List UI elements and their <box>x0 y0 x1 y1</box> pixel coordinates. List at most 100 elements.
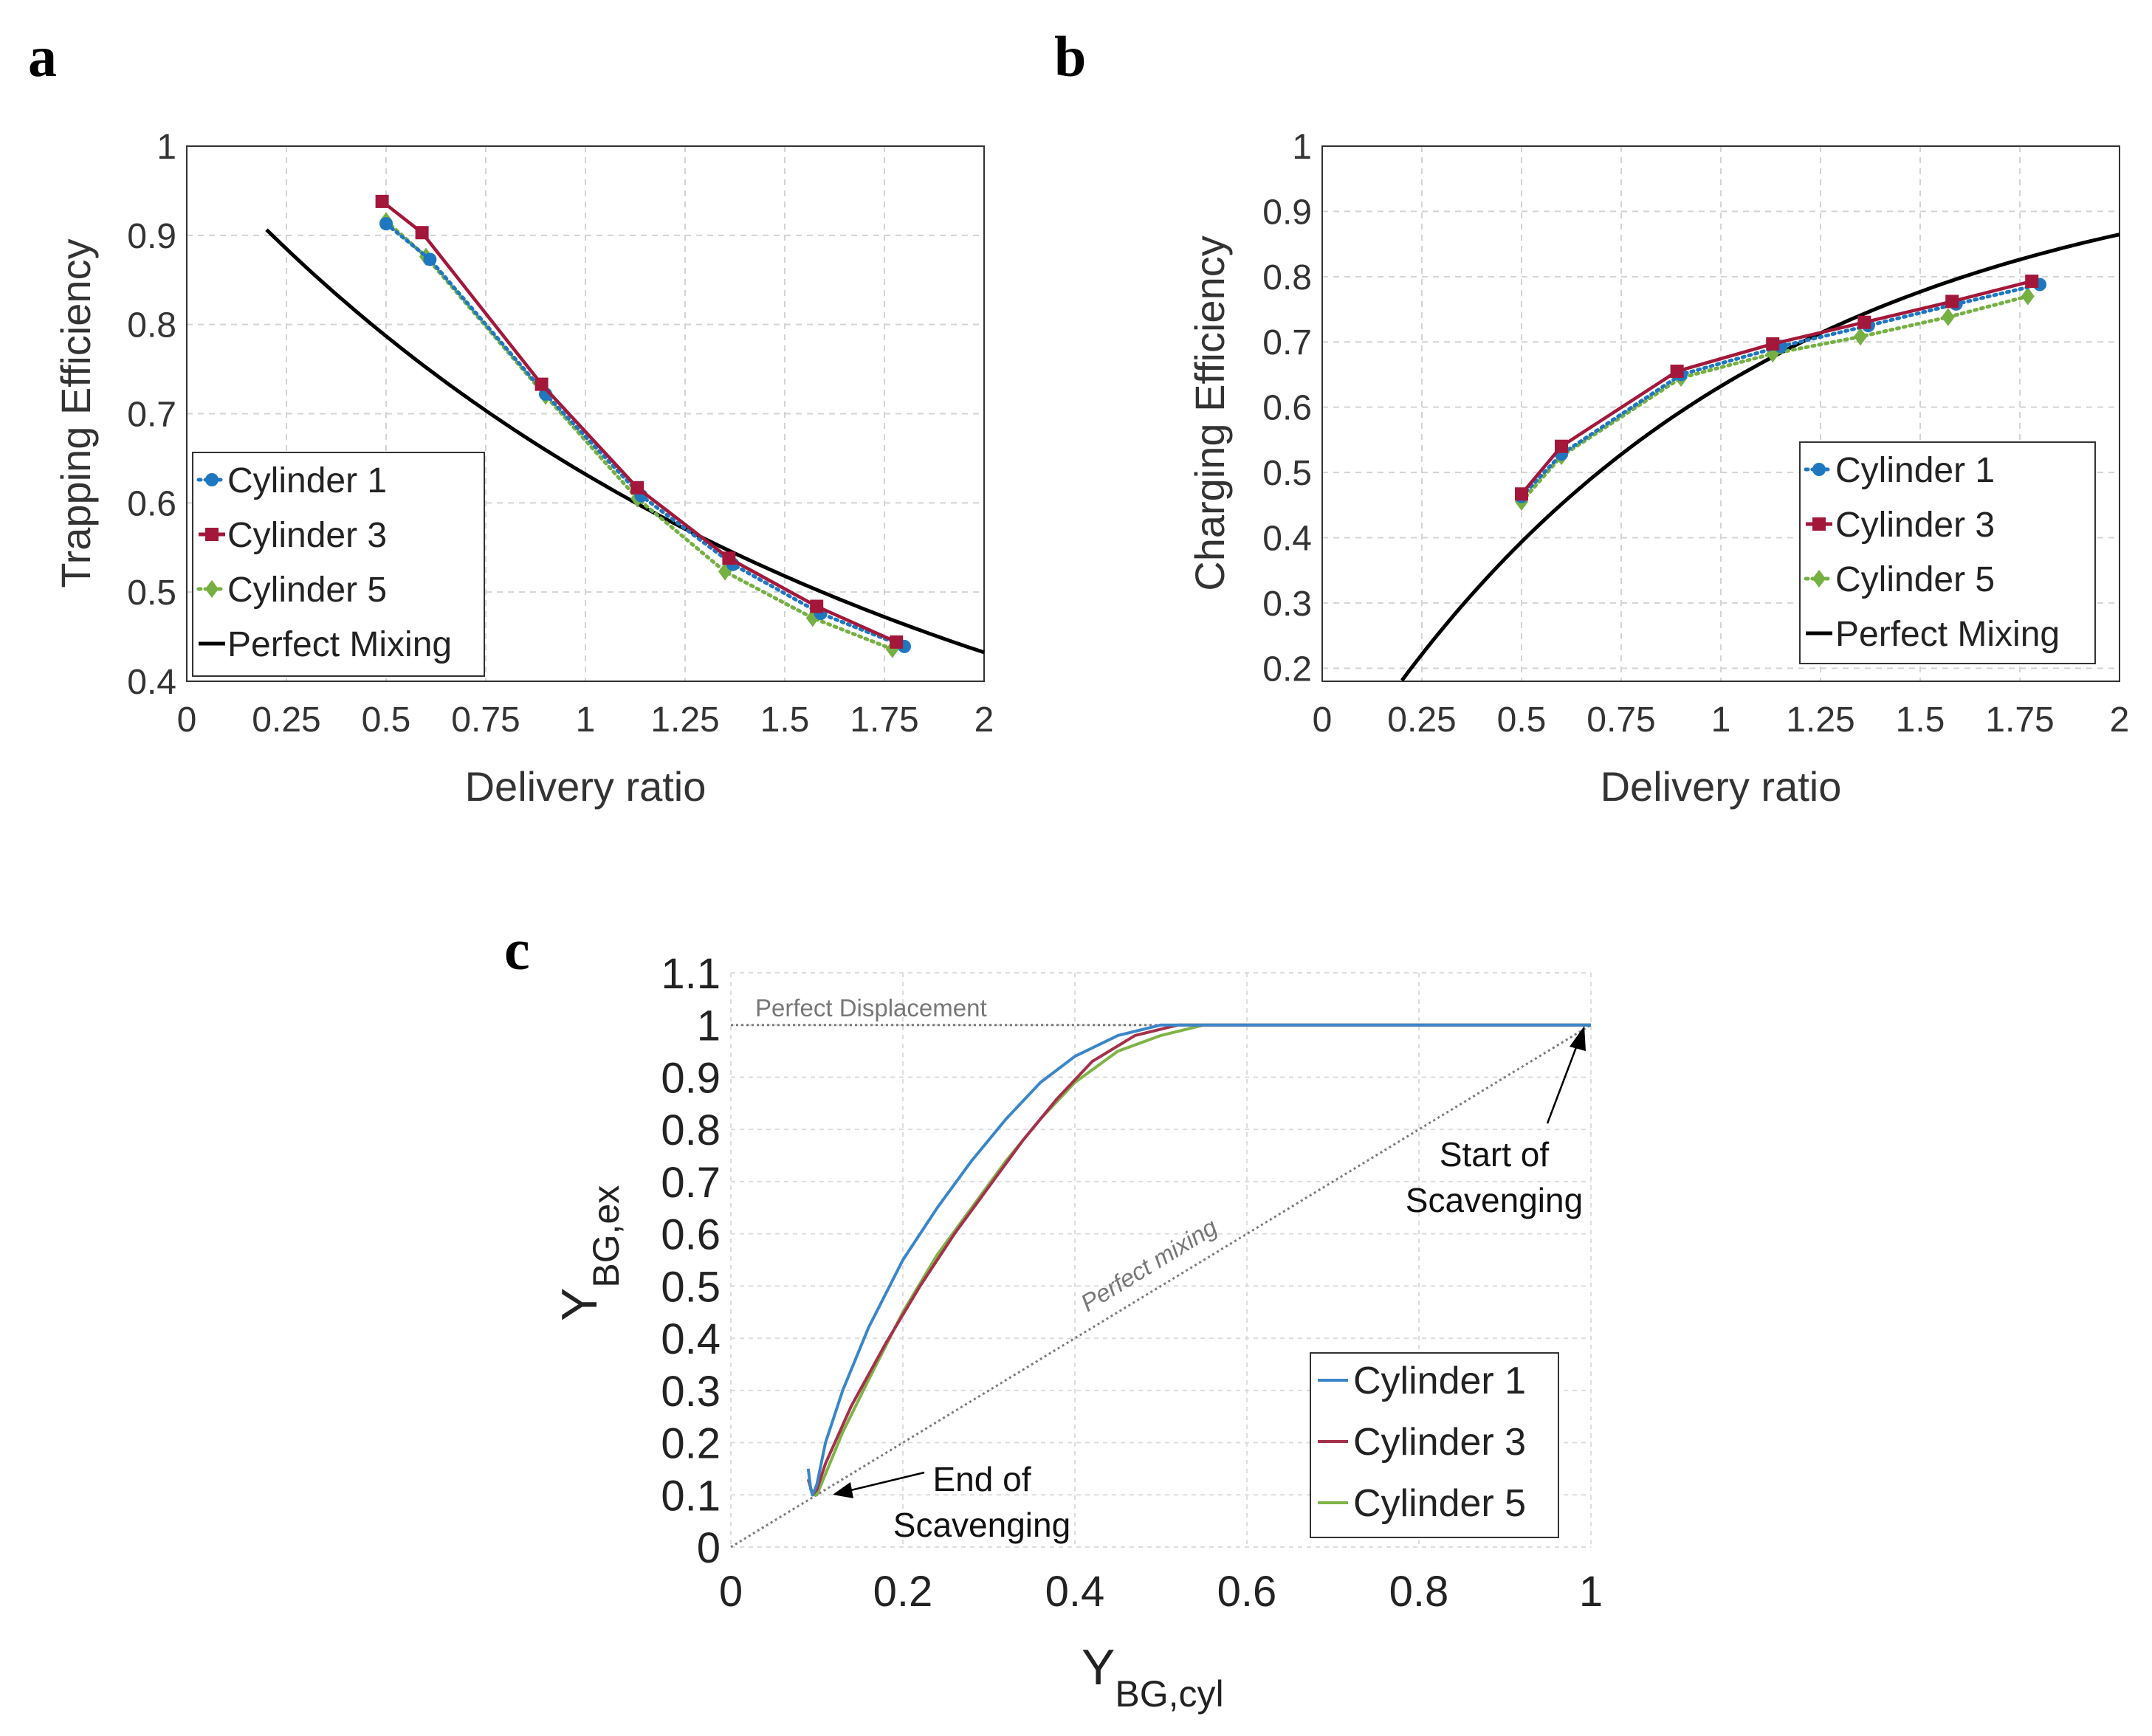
panel-a-point-cylinder-3-1 <box>415 226 429 240</box>
panel-letter-b: b <box>1054 24 1086 89</box>
panel-c-xtick-0: 0 <box>719 1568 743 1616</box>
panel-letter-a: a <box>28 24 57 89</box>
panel-b-xtick-1: 0.25 <box>1387 700 1456 740</box>
panel-a-ytick-3: 0.7 <box>127 396 176 435</box>
panel-a-xtick-3: 0.75 <box>451 700 520 740</box>
panel-b-ylabel: Charging Efficiency <box>1186 235 1233 590</box>
panel-a-point-cylinder-3-2 <box>534 377 549 391</box>
panel-a-legend-cyl3: Cylinder 3 <box>227 516 387 555</box>
panel-a-xtick-8: 2 <box>974 700 994 740</box>
panel-a-xlabel: Delivery ratio <box>465 763 707 810</box>
panel-c-line-cylinder-3 <box>806 1023 1591 1497</box>
panel-c-ytick-0: 0 <box>697 1524 721 1572</box>
panel-a-chart: 0 0.25 0.5 0.75 1 1.25 1.5 1.75 2 0.40.50.60.70.… <box>52 128 994 810</box>
panel-c-series <box>806 1023 1591 1497</box>
panel-c-ytick-9: 0.9 <box>661 1054 721 1102</box>
panel-b-xtick-0: 0 <box>1313 700 1333 740</box>
panel-b-ytick-0: 0.2 <box>1262 650 1312 689</box>
panel-c-legend-cyl3: Cylinder 3 <box>1353 1421 1526 1464</box>
panel-b-x-ticks: 0 0.25 0.5 0.75 1 1.25 1.5 1.75 2 <box>1313 700 2130 740</box>
panel-c-legend-box <box>1310 1352 1559 1538</box>
panel-a-legend-mix: Perfect Mixing <box>227 625 452 664</box>
panel-c-start-text-1: Start of <box>1440 1135 1550 1174</box>
panel-b-point-cylinder-3-5 <box>1945 294 1959 309</box>
panel-a-point-cylinder-1-1 <box>423 252 437 266</box>
panel-a-point-cylinder-3-6 <box>890 635 904 649</box>
panel-c-ytick-4: 0.4 <box>661 1315 721 1363</box>
panel-b-ytick-7: 0.9 <box>1262 193 1312 232</box>
panel-b-legend-box <box>1799 441 2096 664</box>
panel-c-chart: Perfect Displacement Perfect mixing 0 0.2… <box>551 950 1603 1715</box>
panel-a-legend-marker-cylinder-5 <box>205 579 219 599</box>
panel-a-legend-cyl5: Cylinder 5 <box>227 571 387 610</box>
panel-a-legend-box <box>192 452 485 677</box>
panel-b-xtick-3: 0.75 <box>1587 700 1655 740</box>
panel-a-xtick-4: 1 <box>576 700 596 740</box>
panel-a-ytick-5: 0.9 <box>127 217 176 256</box>
panel-b-line-perfect-mixing <box>1400 232 2120 682</box>
panel-c-xtick-2: 0.4 <box>1045 1568 1105 1616</box>
panel-a-ytick-6: 1 <box>157 128 176 167</box>
panel-b-legend-cyl1: Cylinder 1 <box>1835 451 1995 490</box>
panel-c-start-arrowhead <box>1570 1026 1586 1051</box>
panel-b-ytick-6: 0.8 <box>1262 258 1312 297</box>
panel-a-xtick-2: 0.5 <box>362 700 411 740</box>
panel-b-legend-marker-cylinder-3 <box>1812 517 1826 531</box>
panel-a-point-cylinder-3-4 <box>722 551 736 565</box>
panel-c-xtick-3: 0.6 <box>1217 1568 1277 1616</box>
panel-b-ytick-4: 0.6 <box>1262 389 1312 428</box>
panel-c-start-text-2: Scavenging <box>1406 1181 1583 1219</box>
panel-c-ylabel: YBG,ex <box>551 1185 627 1321</box>
panel-a-ytick-4: 0.8 <box>127 306 176 345</box>
panel-c-legend: Cylinder 1 Cylinder 3 Cylinder 5 <box>1310 1352 1559 1538</box>
panel-a-ytick-0: 0.4 <box>127 663 176 702</box>
panel-b-legend-cyl5: Cylinder 5 <box>1835 560 1995 599</box>
panel-a-xtick-7: 1.75 <box>850 700 918 740</box>
panel-c-xlabel: YBG,cyl <box>1082 1639 1224 1715</box>
panel-a-series <box>265 194 985 658</box>
panel-a-xtick-1: 0.25 <box>252 700 320 740</box>
panel-c-line-cylinder-5 <box>811 1023 1591 1497</box>
panel-a-legend-marker-cylinder-1 <box>205 473 219 486</box>
panel-c-annotation-end: End of Scavenging <box>833 1460 1070 1544</box>
panel-c-perfect-mixing-label: Perfect mixing <box>1076 1213 1222 1317</box>
panel-a-xtick-5: 1.25 <box>650 700 719 740</box>
panel-b-xlabel: Delivery ratio <box>1601 763 1842 810</box>
panel-c-ref-1 <box>730 1024 1592 1549</box>
panel-c-ytick-6: 0.6 <box>661 1211 721 1259</box>
panel-c-ytick-1: 0.1 <box>661 1472 721 1520</box>
panel-b-legend-cyl3: Cylinder 3 <box>1835 506 1995 545</box>
panel-b-xtick-4: 1 <box>1711 700 1731 740</box>
panel-b-chart: 0 0.25 0.5 0.75 1 1.25 1.5 1.75 2 0.20.30.40.50.… <box>1186 128 2129 810</box>
panel-b-legend-mix: Perfect Mixing <box>1835 615 2060 654</box>
panel-c-legend-cyl5: Cylinder 5 <box>1353 1482 1526 1525</box>
panel-b-point-cylinder-3-1 <box>1555 439 1568 453</box>
panel-b-point-cylinder-3-4 <box>1857 315 1871 329</box>
panel-b-point-cylinder-3-6 <box>2025 275 2039 289</box>
panel-b-xtick-5: 1.25 <box>1786 700 1854 740</box>
panel-c-ytick-5: 0.5 <box>661 1263 721 1311</box>
panel-c-ytick-8: 0.8 <box>661 1106 721 1154</box>
panel-b-ytick-8: 1 <box>1292 128 1312 167</box>
panel-a-point-cylinder-3-5 <box>810 599 824 613</box>
panel-b-point-cylinder-3-3 <box>1766 337 1780 351</box>
panel-b-point-cylinder-3-2 <box>1670 365 1684 379</box>
panel-b-y-ticks: 0.2 0.3 0.4 0.5 0.6 0.7 0.8 0.9 1 <box>1262 128 1312 689</box>
panel-b-ytick-5: 0.7 <box>1262 323 1312 362</box>
panel-b-xtick-8: 2 <box>2110 700 2130 740</box>
panel-b-ytick-1: 0.3 <box>1262 585 1312 624</box>
panel-c-ytick-7: 0.7 <box>661 1159 721 1207</box>
panel-b-legend-marker-cylinder-1 <box>1812 463 1826 476</box>
panel-a-point-cylinder-3-0 <box>375 194 389 208</box>
panel-c-end-text-2: Scavenging <box>893 1506 1070 1544</box>
panel-c-end-arrowhead <box>833 1482 853 1498</box>
panel-b-legend: Cylinder 1 Cylinder 3 Cylinder 5 Perfect… <box>1799 441 2096 664</box>
panel-c-ytick-3: 0.3 <box>661 1368 721 1416</box>
panel-b-ytick-3: 0.5 <box>1262 454 1312 493</box>
panel-b-series <box>1400 232 2120 682</box>
panel-letter-c: c <box>504 917 530 982</box>
panel-b-point-cylinder-3-0 <box>1515 487 1528 501</box>
panel-c-line-cylinder-1 <box>806 1023 1591 1497</box>
panel-a-xtick-6: 1.5 <box>760 700 810 740</box>
